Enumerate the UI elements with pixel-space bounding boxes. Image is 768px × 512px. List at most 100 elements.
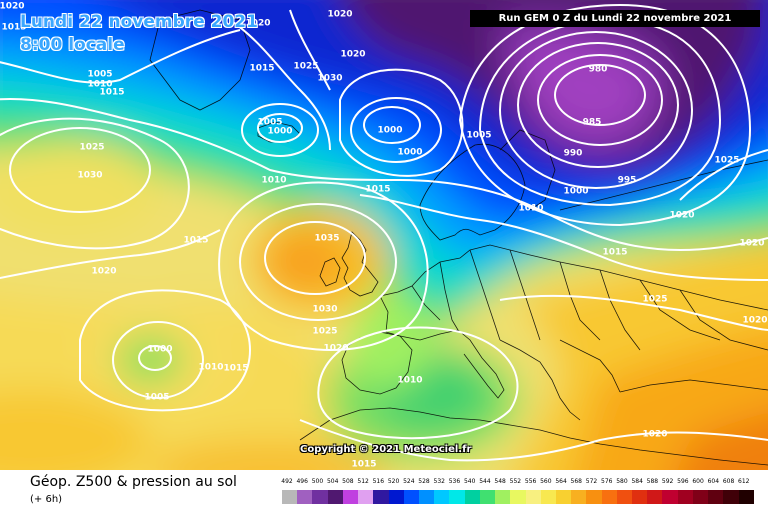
copyright-text: Copyright © 2021 Meteociel.fr xyxy=(300,444,472,455)
isobar-label: 1010 xyxy=(87,80,112,90)
colorbar-label: 548 xyxy=(494,478,506,485)
isobar-label: 1030 xyxy=(77,171,102,181)
colorbar-cell xyxy=(525,490,541,504)
isobar-label: 1000 xyxy=(147,345,172,355)
colorbar-cells xyxy=(282,490,754,504)
date-line: Lundi 22 novembre 2021 xyxy=(20,12,258,32)
colorbar-cell xyxy=(403,490,419,504)
isobar-label: 995 xyxy=(618,176,637,186)
colorbar-label: 584 xyxy=(631,478,643,485)
isobar-label: 980 xyxy=(589,65,608,75)
isobar-label: 1010 xyxy=(198,363,223,373)
isobar-label: 1025 xyxy=(714,156,739,166)
isobar-label: 1010 xyxy=(261,176,286,186)
colorbar-label: 508 xyxy=(342,478,354,485)
isobar-label: 1015 xyxy=(351,460,376,470)
forecast-offset: (+ 6h) xyxy=(30,494,63,505)
isobar-label: 1030 xyxy=(317,74,342,84)
colorbar-cell xyxy=(632,490,648,504)
colorbar-label: 576 xyxy=(601,478,613,485)
isobar-label: 1025 xyxy=(642,295,667,305)
colorbar-label: 556 xyxy=(524,478,537,485)
colorbar-cell xyxy=(708,490,724,504)
isobar-label: 1020 xyxy=(739,239,764,249)
colorbar-label: 580 xyxy=(616,478,628,485)
isobar-label: 1020 xyxy=(340,50,365,60)
colorbar-cell xyxy=(571,490,587,504)
isobar-label: 1000 xyxy=(397,148,422,158)
isobar-label: 1000 xyxy=(377,126,402,136)
map-title: Géop. Z500 & pression au sol xyxy=(30,474,237,490)
isobar-label: 1005 xyxy=(87,70,112,80)
colorbar-label: 592 xyxy=(661,478,674,485)
colorbar-label: 612 xyxy=(738,478,750,485)
colorbar-label: 524 xyxy=(403,478,415,485)
isobar-label: 1005 xyxy=(257,118,282,128)
colorbar-cell xyxy=(358,490,374,504)
isobar-label: 1015 xyxy=(1,23,26,33)
isobar-label: 1020 xyxy=(669,211,694,221)
isobar-label: 1015 xyxy=(183,236,208,246)
colorbar-cell xyxy=(312,490,328,504)
isobar-label: 985 xyxy=(583,118,602,128)
colorbar-cell xyxy=(616,490,633,504)
colorbar-labels: 492 496 500 504 508 512 516 520 524 528 532 536 540 5… xyxy=(281,478,754,490)
colorbar-label: 608 xyxy=(722,478,735,485)
colorbar-cell xyxy=(662,490,678,504)
colorbar-label: 492 xyxy=(281,478,293,485)
colorbar-label: 532 xyxy=(433,478,445,485)
colorbar-label: 504 xyxy=(326,478,339,485)
isobar-label: 1020 xyxy=(0,2,25,12)
colorbar-cell xyxy=(464,490,480,504)
colorbar-label: 564 xyxy=(555,478,567,485)
isobar-label: 1000 xyxy=(563,187,588,197)
isobar-label: 1005 xyxy=(466,131,491,141)
colorbar-cell xyxy=(555,490,572,504)
isobar-label: 1015 xyxy=(99,88,124,98)
colorbar-label: 540 xyxy=(463,478,476,485)
colorbar-label: 516 xyxy=(372,478,385,485)
colorbar-cell xyxy=(723,490,739,504)
colorbar-cell xyxy=(282,490,298,504)
colorbar-cell xyxy=(601,490,617,504)
colorbar-label: 496 xyxy=(296,478,308,485)
colorbar-cell xyxy=(540,490,556,504)
isobar-label: 1025 xyxy=(79,143,104,153)
isobars xyxy=(0,3,768,462)
isobar-label: 1015 xyxy=(249,64,274,74)
time-line: 8:00 locale xyxy=(20,35,125,55)
isobar-label: 1005 xyxy=(144,393,169,403)
colorbar-label: 544 xyxy=(479,478,491,485)
geopotential-colorbar: 492 496 500 504 508 512 516 520 524 528 532 536 540 5… xyxy=(281,478,754,508)
colorbar-label: 528 xyxy=(418,478,430,485)
colorbar-cell xyxy=(449,490,465,504)
colorbar-label: 568 xyxy=(570,478,582,485)
isobar-label: 1020 xyxy=(245,19,270,29)
isobar-label: 1020 xyxy=(323,344,348,354)
isobar-label: 1020 xyxy=(742,316,767,326)
colorbar-label: 600 xyxy=(692,478,704,485)
isobar-label: 1020 xyxy=(642,430,667,440)
isobar-label: 1025 xyxy=(293,62,318,72)
run-info-box: Run GEM 0 Z du Lundi 22 novembre 2021 xyxy=(470,10,760,27)
isobar-label: 1000 xyxy=(267,127,292,137)
legend-panel: Géop. Z500 & pression au sol (+ 6h) 492 4… xyxy=(0,470,768,512)
colorbar-label: 536 xyxy=(448,478,461,485)
isobar-label: 990 xyxy=(564,149,583,159)
colorbar-cell xyxy=(373,490,389,504)
isobar-label: 1015 xyxy=(602,248,627,258)
colorbar-cell xyxy=(297,490,313,504)
colorbar-cell xyxy=(738,490,754,504)
colorbar-cell xyxy=(647,490,663,504)
colorbar-cell xyxy=(342,490,359,504)
colorbar-label: 520 xyxy=(387,478,400,485)
isobar-label: 1010 xyxy=(518,204,543,214)
colorbar-label: 500 xyxy=(311,478,324,485)
isobar-label: 1015 xyxy=(223,364,248,374)
isobar-label: 1020 xyxy=(327,10,352,20)
colorbar-cell xyxy=(479,490,496,504)
colorbar-cell xyxy=(677,490,693,504)
